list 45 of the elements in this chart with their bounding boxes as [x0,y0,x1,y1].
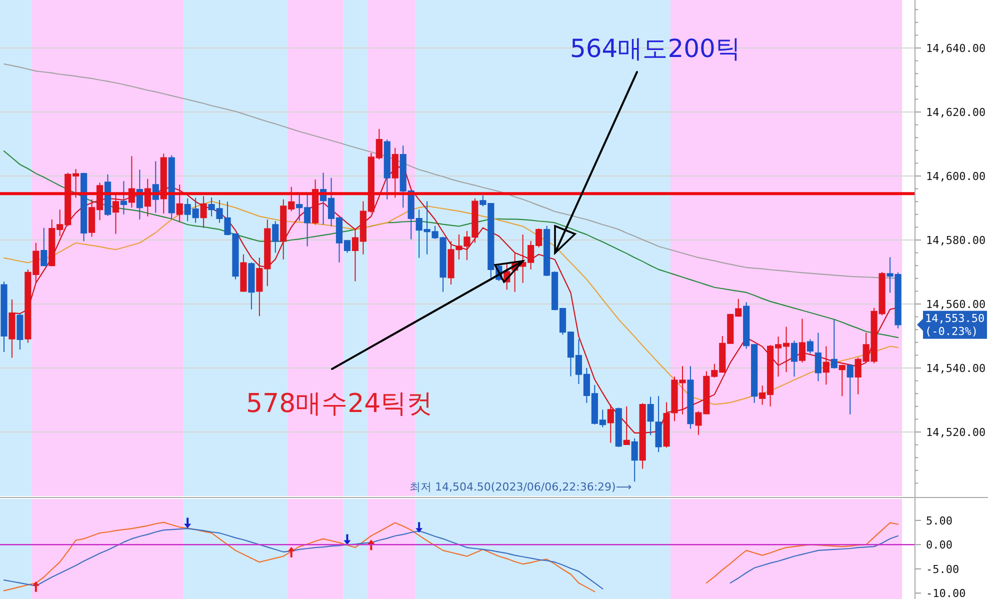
text: 14,553.50 (-0.23%) [925,312,985,338]
candlestick [814,332,822,382]
y-tick-label: 14,540.00 [926,362,986,375]
candlestick [623,406,630,446]
candlestick [790,340,798,378]
candlestick [631,438,638,482]
candlestick [830,318,838,370]
candlestick [272,220,279,254]
y-tick-label: 5.00 [926,514,952,528]
candlestick [200,196,207,228]
candlestick [0,281,8,352]
y-tick-label: -5.00 [926,562,960,576]
candlestick [639,402,646,470]
candlestick [647,396,654,436]
y-tick-label: 14,520.00 [926,426,986,439]
y-tick-label: -10.00 [926,587,966,599]
y-tick-label: 14,560.00 [926,298,986,311]
candlestick [615,407,622,448]
candlestick [120,180,128,215]
y-tick-label: 0.00 [926,538,952,552]
annotation: 578매수24틱컷 [246,389,433,419]
candlestick [248,262,255,310]
candlestick [838,364,846,397]
candlestick [8,299,16,358]
candlestick [655,396,662,453]
y-tick-label: 14,600.00 [926,170,986,183]
y-tick-label: 14,620.00 [926,106,986,119]
candlestick [112,192,120,234]
candlestick [806,338,814,354]
candlestick [392,147,398,198]
candlestick [822,346,830,386]
annotation: 564매도200틱 [570,34,740,63]
candlestick [687,366,694,430]
candlestick [176,184,183,223]
candlestick [607,404,614,444]
candlestick [384,139,390,200]
line-series [3,150,899,338]
y-tick-label: 14,640.00 [926,42,986,55]
annotation: 최저 14,504.50(2023/06/06,22:36:29)⟶ [409,480,632,494]
y-tick-label: 14,580.00 [926,234,986,247]
candlestick [846,364,854,415]
candlestick [16,313,24,350]
candlestick [798,318,806,364]
candlestick [40,227,48,267]
candlestick [240,254,247,292]
